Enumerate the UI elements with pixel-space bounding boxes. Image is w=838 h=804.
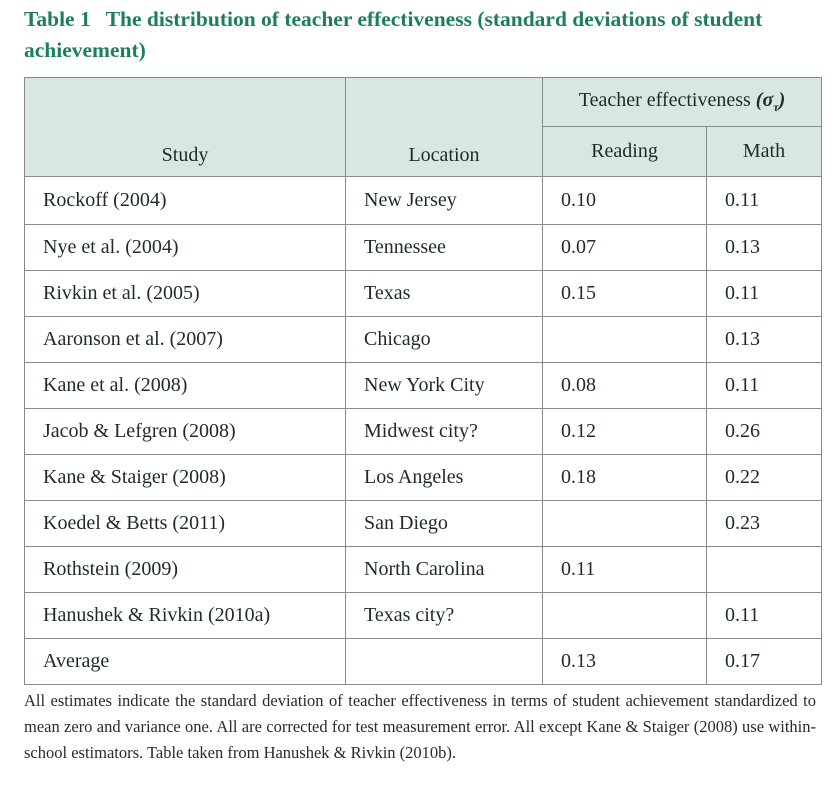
table-row: Kane & Staiger (2008) Los Angeles 0.18 0.22 xyxy=(24,454,822,501)
cell-study: Kane & Staiger (2008) xyxy=(24,454,346,501)
cell-study: Rockoff (2004) xyxy=(24,176,346,225)
cell-location: Midwest city? xyxy=(345,408,543,455)
table-note: All estimates indicate the standard devi… xyxy=(24,691,816,762)
cell-math: 0.17 xyxy=(706,638,822,685)
cell-math: 0.13 xyxy=(706,316,822,363)
cell-reading: 0.10 xyxy=(542,176,707,225)
table-row: Koedel & Betts (2011) San Diego 0.23 xyxy=(24,500,822,547)
cell-location: Texas city? xyxy=(345,592,543,639)
cell-location: North Carolina xyxy=(345,546,543,593)
cell-math: 0.11 xyxy=(706,176,822,225)
table-caption: Table 1 The distribution of teacher effe… xyxy=(24,4,824,66)
cell-study: Hanushek & Rivkin (2010a) xyxy=(24,592,346,639)
cell-location: Tennessee xyxy=(345,224,543,271)
cell-location: Chicago xyxy=(345,316,543,363)
table-row: Jacob & Lefgren (2008) Midwest city? 0.12 0… xyxy=(24,408,822,455)
header-location: Location xyxy=(345,77,543,177)
table-title: The distribution of teacher effectivenes… xyxy=(24,7,763,62)
cell-reading xyxy=(542,316,707,363)
cell-location: San Diego xyxy=(345,500,543,547)
cell-location: Los Angeles xyxy=(345,454,543,501)
effectiveness-table: Study Location Teacher effectiveness (στ… xyxy=(24,77,822,685)
cell-study: Jacob & Lefgren (2008) xyxy=(24,408,346,455)
table-row: Kane et al. (2008) New York City 0.08 0.11 xyxy=(24,362,822,409)
cell-math: 0.26 xyxy=(706,408,822,455)
cell-reading: 0.13 xyxy=(542,638,707,685)
table-row: Aaronson et al. (2007) Chicago 0.13 xyxy=(24,316,822,363)
header-reading: Reading xyxy=(542,126,707,177)
cell-study: Rothstein (2009) xyxy=(24,546,346,593)
cell-study: Kane et al. (2008) xyxy=(24,362,346,409)
cell-reading: 0.11 xyxy=(542,546,707,593)
cell-study: Aaronson et al. (2007) xyxy=(24,316,346,363)
table-row: Hanushek & Rivkin (2010a) Texas city? 0.11 xyxy=(24,592,822,639)
table-row: Rothstein (2009) North Carolina 0.11 xyxy=(24,546,822,593)
header-study: Study xyxy=(24,77,346,177)
cell-math: 0.11 xyxy=(706,592,822,639)
header-math: Math xyxy=(706,126,822,177)
cell-location: Texas xyxy=(345,270,543,317)
cell-study: Average xyxy=(24,638,346,685)
cell-reading: 0.18 xyxy=(542,454,707,501)
cell-math: 0.23 xyxy=(706,500,822,547)
cell-reading xyxy=(542,500,707,547)
cell-study: Nye et al. (2004) xyxy=(24,224,346,271)
cell-study: Rivkin et al. (2005) xyxy=(24,270,346,317)
cell-reading: 0.15 xyxy=(542,270,707,317)
cell-math: 0.11 xyxy=(706,270,822,317)
cell-math: 0.22 xyxy=(706,454,822,501)
table-label: Table 1 xyxy=(24,7,91,31)
cell-location: New Jersey xyxy=(345,176,543,225)
cell-math: 0.13 xyxy=(706,224,822,271)
table-row: Average 0.13 0.17 xyxy=(24,638,822,685)
cell-reading xyxy=(542,592,707,639)
table-row: Nye et al. (2004) Tennessee 0.07 0.13 xyxy=(24,224,822,271)
sigma-symbol: (στ) xyxy=(755,89,786,114)
header-group-label: Teacher effectiveness xyxy=(578,89,751,111)
cell-reading: 0.08 xyxy=(542,362,707,409)
table-row: Rockoff (2004) New Jersey 0.10 0.11 xyxy=(24,176,822,225)
table-row: Rivkin et al. (2005) Texas 0.15 0.11 xyxy=(24,270,822,317)
cell-location xyxy=(345,638,543,685)
cell-location: New York City xyxy=(345,362,543,409)
header-teacher-effectiveness: Teacher effectiveness (στ) xyxy=(542,77,822,127)
cell-math: 0.11 xyxy=(706,362,822,409)
cell-study: Koedel & Betts (2011) xyxy=(24,500,346,547)
cell-reading: 0.07 xyxy=(542,224,707,271)
cell-reading: 0.12 xyxy=(542,408,707,455)
cell-math xyxy=(706,546,822,593)
